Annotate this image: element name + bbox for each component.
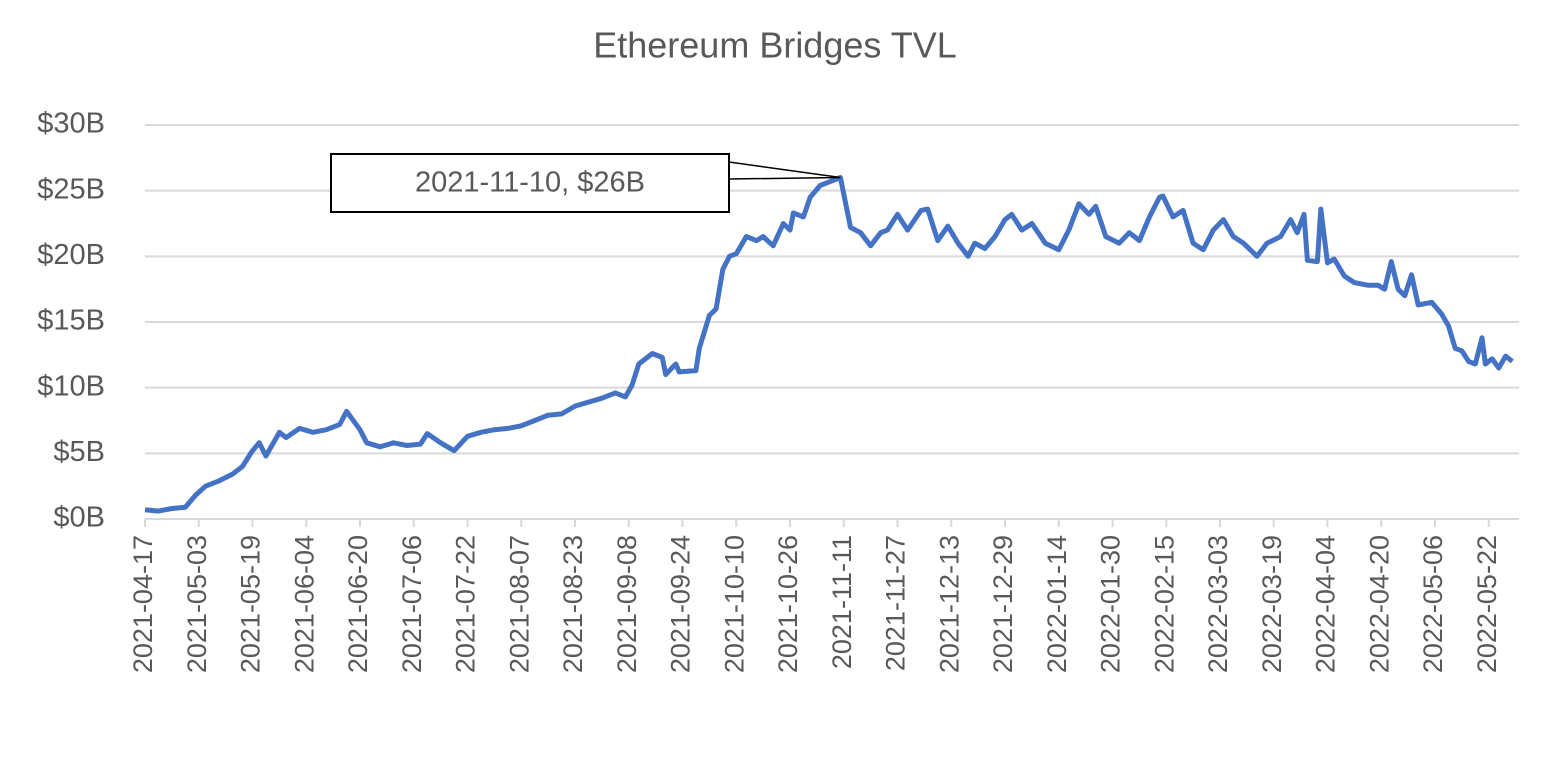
x-tick-label: 2022-01-14	[1042, 535, 1072, 673]
x-tick-label: 2021-10-26	[773, 535, 803, 673]
x-tick-label: 2021-06-04	[289, 535, 319, 673]
x-tick-label: 2021-05-03	[182, 535, 212, 673]
x-tick-label: 2022-03-19	[1257, 535, 1287, 673]
x-tick-label: 2021-11-11	[827, 535, 857, 669]
y-tick-label: $20B	[37, 239, 105, 271]
x-tick-label: 2021-05-19	[236, 535, 266, 673]
data-line	[144, 175, 1514, 514]
annotation-box	[330, 153, 730, 213]
x-tick-label: 2021-06-20	[343, 535, 373, 673]
x-tick-label: 2021-08-23	[558, 535, 588, 673]
x-tick-label: 2022-03-03	[1203, 535, 1233, 673]
x-tick-label: 2021-09-08	[612, 535, 642, 673]
x-tick-label: 2021-07-06	[397, 535, 427, 673]
y-tick-label: $25B	[37, 173, 105, 205]
x-tick-label: 2021-12-13	[934, 535, 964, 673]
x-tick-label: 2022-04-04	[1311, 535, 1341, 673]
x-tick-label: 2021-04-17	[128, 535, 158, 673]
x-tick-label: 2022-05-06	[1418, 535, 1448, 673]
annotation-text: 2021-11-10, $26B	[415, 167, 645, 199]
x-tick-label: 2022-01-30	[1096, 535, 1126, 673]
x-tick-label: 2021-11-27	[881, 535, 911, 671]
y-tick-label: $5B	[53, 436, 105, 468]
x-tick-label: 2021-07-22	[451, 535, 481, 673]
x-tick-label: 2021-09-24	[666, 535, 696, 673]
x-tick-label: 2021-10-10	[719, 535, 749, 673]
y-tick-label: $15B	[37, 305, 105, 337]
x-tick-label: 2021-12-29	[988, 535, 1018, 673]
x-tick-label: 2022-02-15	[1149, 535, 1179, 673]
y-tick-label: $30B	[37, 108, 105, 140]
chart-title: Ethereum Bridges TVL	[593, 25, 957, 66]
x-tick-label: 2022-04-20	[1364, 535, 1394, 673]
x-tick-label: 2021-08-07	[504, 535, 534, 673]
x-tick-label: 2022-05-22	[1472, 535, 1502, 673]
annotation-pointer	[728, 161, 841, 180]
y-tick-label: $10B	[37, 370, 105, 402]
y-tick-label: $0B	[53, 502, 105, 534]
